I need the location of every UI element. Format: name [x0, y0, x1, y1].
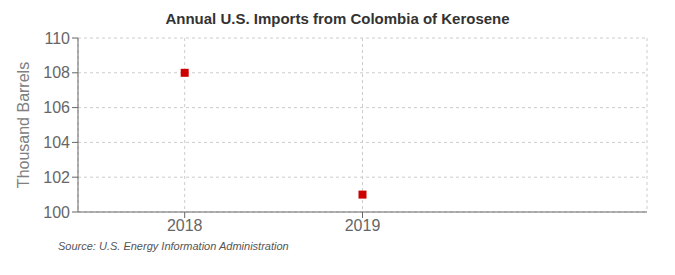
svg-text:106: 106	[43, 99, 70, 116]
svg-text:102: 102	[43, 169, 70, 186]
svg-text:108: 108	[43, 64, 70, 81]
svg-text:2018: 2018	[167, 217, 203, 234]
svg-text:Thousand Barrels: Thousand Barrels	[15, 62, 32, 188]
svg-text:104: 104	[43, 134, 70, 151]
svg-text:2019: 2019	[345, 217, 381, 234]
svg-text:100: 100	[43, 204, 70, 221]
html-text:Source: U.S. Energy Informatio: Source: U.S. Energy Information Administ…	[58, 240, 289, 252]
html-text:Annual U.S. Imports from Colom: Annual U.S. Imports from Colombia of Ker…	[165, 10, 510, 27]
svg-text:110: 110	[44, 30, 70, 47]
